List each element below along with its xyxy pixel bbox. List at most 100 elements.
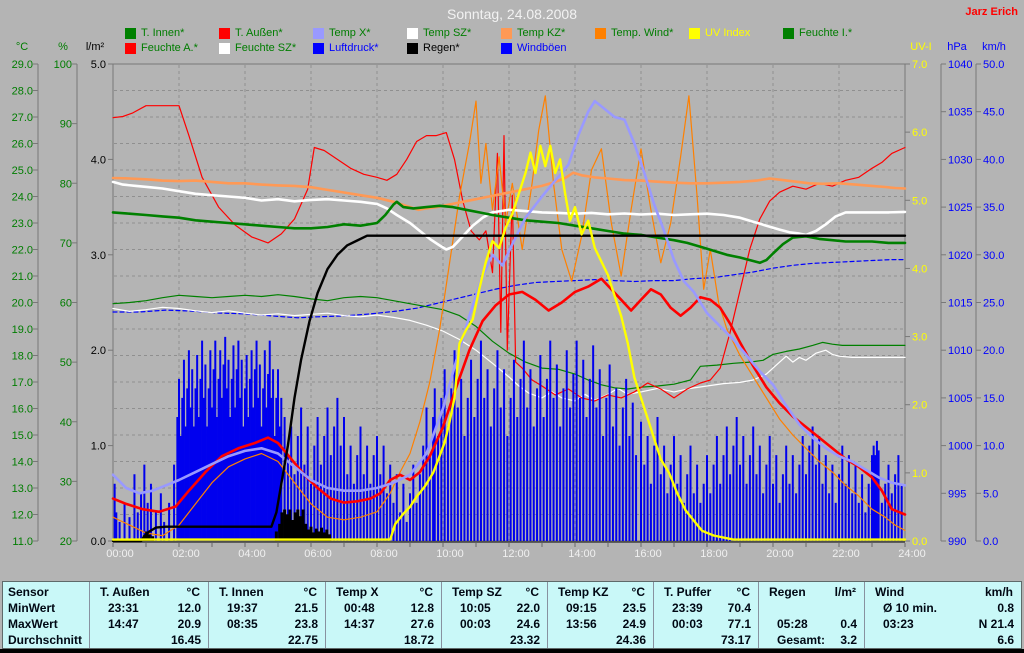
table-row: 22.75: [209, 632, 325, 648]
axis-tick-label: 1025: [948, 202, 972, 214]
legend-item-luftdruck: Luftdruck*: [313, 42, 407, 54]
table-column: T. Innen °C 19:37 21.5 08:35 23.8 22.75: [208, 582, 325, 648]
axis-tick-label: 2.0: [912, 400, 927, 412]
legend-label: Luftdruck*: [329, 42, 379, 54]
legend-label: UV Index: [705, 27, 751, 39]
table-row: T. Puffer °C: [654, 584, 758, 600]
x-axis-label: 16:00: [634, 548, 662, 560]
table-cell: 6.6: [997, 633, 1014, 647]
axis-tick-label: 7.0: [912, 59, 927, 71]
series-luftdruck: [112, 259, 906, 319]
axis-tick-label: 1020: [948, 250, 972, 262]
x-axis-label: 02:00: [172, 548, 200, 560]
x-axis-label: 18:00: [700, 548, 728, 560]
table-cell: [865, 632, 883, 648]
axis-tick-label: 90: [60, 119, 72, 131]
legend-swatch-luftdruck: [313, 42, 324, 54]
axis-tick-label: 18.0: [12, 351, 33, 363]
axis-header-hpa: hPa: [947, 41, 967, 53]
table-cell: °C: [525, 585, 539, 599]
legend-item-temp-x: Temp X*: [313, 27, 407, 39]
table-cell: Temp SZ: [452, 585, 502, 599]
axis-tick-label: 50.0: [983, 59, 1004, 71]
table-cell: l/m²: [834, 585, 856, 599]
table-row: Temp X °C: [326, 584, 441, 600]
table-row: 08:35 23.8: [209, 616, 325, 632]
table-cell: [857, 600, 864, 616]
table-row: 6.6: [865, 632, 1021, 648]
axis-tick-label: 22.0: [12, 245, 33, 257]
legend-row-1: T. Innen* T. Außen* Temp X* Temp SZ* Temp KZ…: [125, 27, 877, 39]
table-row: 14:47 20.9: [90, 616, 208, 632]
table-cell: 00:03: [672, 617, 703, 631]
axis-header-l-m: l/m²: [86, 41, 105, 53]
axis-tick-label: 2.0: [91, 345, 106, 357]
table-cell: 23:31: [108, 601, 139, 615]
table-row: MaxWert: [3, 616, 89, 632]
legend-label: Temp X*: [329, 27, 371, 39]
bottom-strip: [0, 649, 1024, 653]
axis-tick-label: 1040: [948, 59, 972, 71]
axis-tick-label: 3.0: [912, 332, 927, 344]
table-row: T. Außen °C: [90, 584, 208, 600]
table-cell: 13:56: [566, 617, 597, 631]
table-row: Sensor: [3, 584, 89, 600]
table-row: 23:39 70.4: [654, 600, 758, 616]
legend-swatch-t-au-en: [219, 27, 230, 39]
axis-tick-label: 1015: [948, 298, 972, 310]
x-axis-label: 04:00: [238, 548, 266, 560]
x-axis-label: 00:00: [106, 548, 134, 560]
axis-tick-label: 15.0: [983, 393, 1004, 405]
legend-row-2: Feuchte A.* Feuchte SZ* Luftdruck* Regen* Wi…: [125, 42, 595, 54]
table-cell: 09:15: [566, 601, 597, 615]
table-row: T. Innen °C: [209, 584, 325, 600]
legend-swatch-temp-kz: [501, 27, 512, 39]
table-row: 09:15 23.5: [548, 600, 653, 616]
axis-tick-label: 5.0: [91, 59, 106, 71]
series-feuchte-i: [112, 294, 906, 390]
table-cell: N 21.4: [978, 617, 1014, 631]
legend-label: Feuchte I.*: [799, 27, 853, 39]
series-temp-wind: [112, 95, 906, 537]
legend-item-uv-index: UV Index: [689, 27, 783, 39]
legend-item-windb-en: Windböen: [501, 42, 595, 54]
axis-tick-label: 1035: [948, 107, 972, 119]
table-cell: 24.9: [622, 617, 646, 631]
axis-tick-label: 60: [60, 298, 72, 310]
axis-tick-label: 13.0: [12, 483, 33, 495]
table-row: 10:05 22.0: [442, 600, 547, 616]
table-cell: 05:28: [777, 617, 808, 631]
axis-tick-label: 35.0: [983, 202, 1004, 214]
legend-item-temp-wind: Temp. Wind*: [595, 27, 689, 39]
table-cell: T. Puffer: [664, 585, 712, 599]
axis-tick-label: 100: [54, 59, 72, 71]
axis-tick-label: 4.0: [912, 263, 927, 275]
legend-swatch-temp-x: [313, 27, 324, 39]
axis-tick-label: 0.0: [91, 536, 106, 548]
table-cell: 10:05: [460, 601, 491, 615]
legend-item-feuchte-sz: Feuchte SZ*: [219, 42, 313, 54]
table-cell: °C: [186, 585, 200, 599]
axis-tick-label: 17.0: [12, 377, 33, 389]
table-row: 03:23 N 21.4: [865, 616, 1021, 632]
axis-header-c: °C: [16, 41, 28, 53]
legend-label: Temp SZ*: [423, 27, 472, 39]
series-temp-x: [111, 99, 907, 495]
table-cell: 22.0: [516, 601, 540, 615]
legend-swatch-t-innen: [125, 27, 136, 39]
axis-tick-label: 26.0: [12, 139, 33, 151]
series-feuchte-a: [112, 105, 906, 402]
table-cell: Gesamt:: [777, 633, 826, 647]
axis-tick-label: 20.0: [983, 345, 1004, 357]
table-row: Wind km/h: [865, 584, 1021, 600]
series-t-au-en: [111, 277, 907, 516]
table-cell: Ø 10 min.: [883, 601, 938, 615]
table-cell: Durchschnitt: [8, 633, 83, 647]
axis-header-: %: [58, 41, 68, 53]
axis-tick-label: 990: [948, 536, 966, 548]
table-column: T. Puffer °C 23:39 70.4 00:03 77.1 73.17: [653, 582, 758, 648]
table-cell: 27.6: [410, 617, 434, 631]
legend-label: Temp. Wind*: [611, 27, 674, 39]
table-row: Durchschnitt: [3, 632, 89, 648]
axis-tick-label: 23.0: [12, 218, 33, 230]
